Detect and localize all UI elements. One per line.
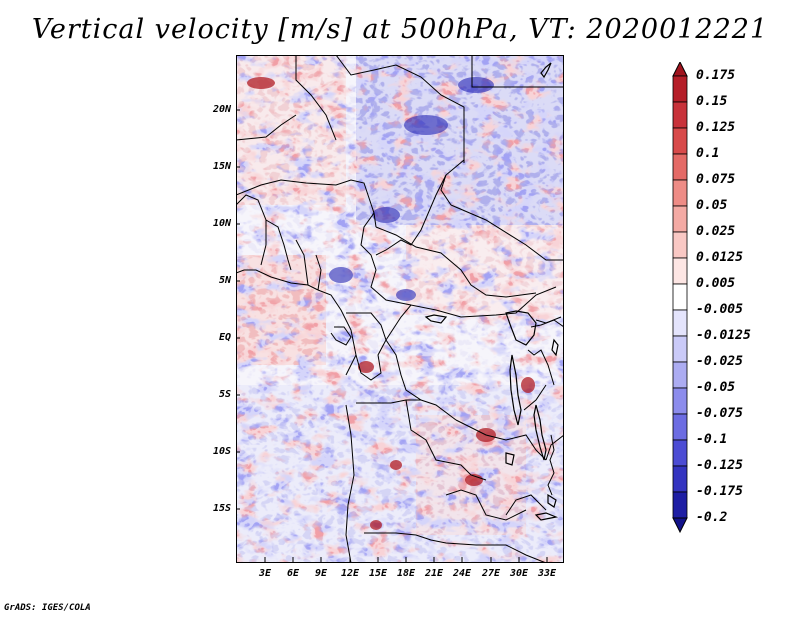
- colorbar-box: [672, 335, 688, 363]
- colorbar-box: [672, 75, 688, 103]
- colorbar-label: 0.005: [696, 276, 736, 291]
- lat-label-10s: 10S: [212, 446, 231, 457]
- colorbar-label: -0.125: [696, 458, 743, 473]
- colorbar-box: [672, 413, 688, 441]
- colorbar-label: 0.075: [696, 172, 736, 187]
- colorbar-box: [672, 465, 688, 493]
- country-borders: [236, 55, 564, 563]
- colorbar-box: [672, 231, 688, 259]
- colorbar-label: 0.1: [696, 146, 720, 161]
- map-plot: [236, 55, 564, 563]
- strong-downdraft-spots: [329, 77, 494, 301]
- colorbar-box: [672, 361, 688, 389]
- lon-label-33e: 33E: [537, 568, 557, 579]
- colorbar-label: -0.0125: [696, 328, 751, 343]
- lakes: [424, 62, 559, 521]
- lat-label-15n: 15N: [212, 161, 231, 172]
- colorbar-label: 0.0125: [696, 250, 743, 265]
- lat-ticks: [236, 109, 240, 510]
- lon-label-30e: 30E: [509, 568, 529, 579]
- colorbar-label: -0.005: [696, 302, 743, 317]
- coastline-east: [535, 316, 562, 496]
- lon-label-3e: 3E: [258, 568, 272, 579]
- colorbar-label: -0.1: [696, 432, 728, 447]
- lat-label-15s: 15S: [212, 503, 231, 514]
- lon-label-21e: 21E: [424, 568, 444, 579]
- lat-label-5s: 5S: [218, 389, 231, 400]
- colorbar-label: -0.025: [696, 354, 743, 369]
- footer-credit: GrADS: IGES/COLA: [4, 603, 91, 613]
- colorbar-cap-top: [672, 62, 688, 77]
- lon-label-6e: 6E: [286, 568, 300, 579]
- colorbar-label: 0.175: [696, 68, 736, 83]
- colorbar-label: 0.05: [696, 198, 728, 213]
- colorbar-label: 0.025: [696, 224, 736, 239]
- lat-label-10n: 10N: [212, 218, 231, 229]
- colorbar-label: -0.05: [696, 380, 736, 395]
- colorbar: [672, 62, 688, 534]
- lon-ticks: [264, 557, 548, 563]
- colorbar-label: 0.15: [696, 94, 728, 109]
- colorbar-label: -0.075: [696, 406, 743, 421]
- colorbar-box: [672, 153, 688, 181]
- lon-label-12e: 12E: [340, 568, 360, 579]
- lat-label-5n: 5N: [218, 275, 231, 286]
- colorbar-box: [672, 491, 688, 519]
- colorbar-box: [672, 439, 688, 467]
- lon-label-9e: 9E: [314, 568, 328, 579]
- lat-label-eq: EQ: [218, 332, 231, 343]
- lon-label-27e: 27E: [481, 568, 501, 579]
- lon-label-18e: 18E: [396, 568, 416, 579]
- colorbar-box: [672, 205, 688, 233]
- colorbar-box: [672, 179, 688, 207]
- colorbar-label: -0.2: [696, 510, 728, 525]
- colorbar-cap-bottom: [672, 517, 688, 534]
- lon-label-24e: 24E: [452, 568, 472, 579]
- lat-label-20n: 20N: [212, 104, 231, 115]
- colorbar-box: [672, 309, 688, 337]
- colorbar-label: -0.175: [696, 484, 743, 499]
- map-frame: [236, 55, 564, 563]
- colorbar-box: [672, 101, 688, 129]
- colorbar-box: [672, 283, 688, 311]
- chart-title: Vertical velocity [m/s] at 500hPa, VT: 2…: [31, 14, 769, 45]
- colorbar-label: 0.125: [696, 120, 736, 135]
- colorbar-box: [672, 257, 688, 285]
- velocity-field: [236, 55, 564, 563]
- lon-label-15e: 15E: [368, 568, 388, 579]
- colorbar-box: [672, 387, 688, 415]
- colorbar-box: [672, 127, 688, 155]
